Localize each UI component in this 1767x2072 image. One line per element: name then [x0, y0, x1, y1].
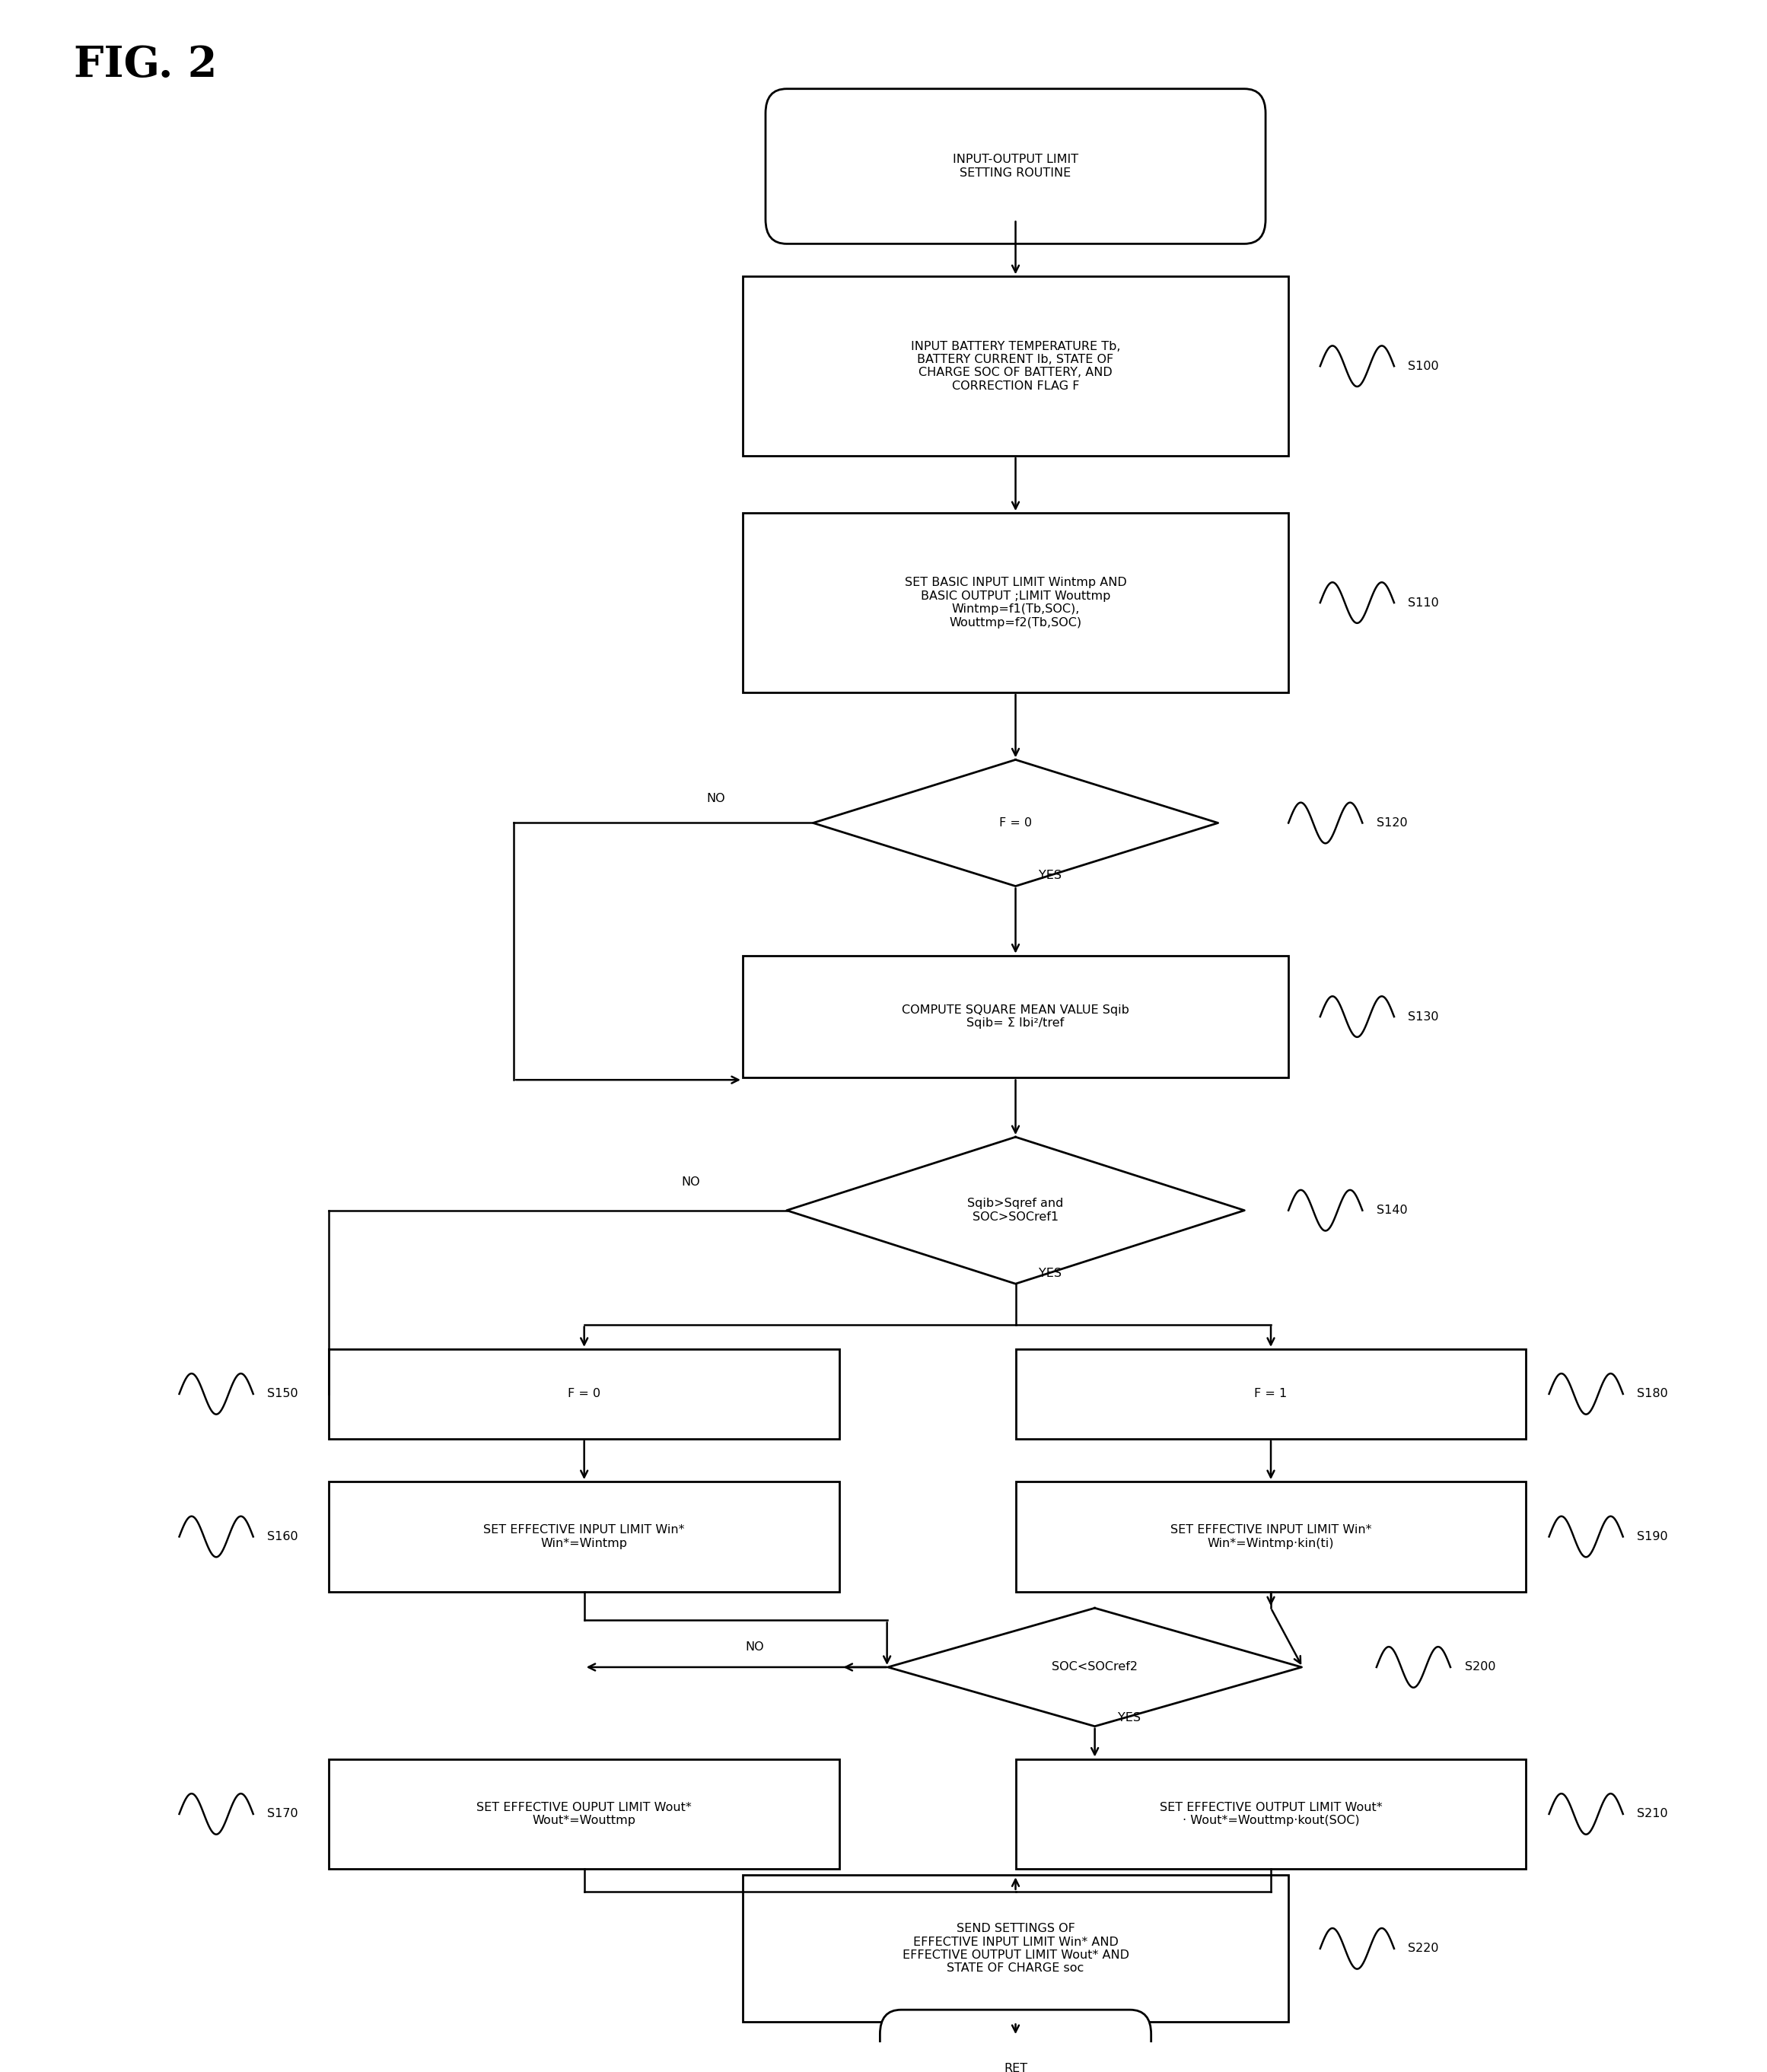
- Bar: [742, 276, 1288, 456]
- Text: YES: YES: [1039, 1268, 1062, 1278]
- Text: NO: NO: [682, 1177, 700, 1187]
- Text: SOC<SOCref2: SOC<SOCref2: [1051, 1662, 1138, 1672]
- Text: NO: NO: [707, 794, 724, 804]
- Bar: [742, 955, 1288, 1077]
- Text: FIG. 2: FIG. 2: [74, 44, 217, 85]
- Text: COMPUTE SQUARE MEAN VALUE Sqib
Sqib= Σ Ibi²/tref: COMPUTE SQUARE MEAN VALUE Sqib Sqib= Σ I…: [901, 1005, 1129, 1030]
- Text: INPUT BATTERY TEMPERATURE Tb,
BATTERY CURRENT Ib, STATE OF
CHARGE SOC OF BATTERY: INPUT BATTERY TEMPERATURE Tb, BATTERY CU…: [910, 340, 1120, 392]
- Text: SET EFFECTIVE OUTPUT LIMIT Wout*
· Wout*=Wouttmp·kout(SOC): SET EFFECTIVE OUTPUT LIMIT Wout* · Wout*…: [1159, 1803, 1382, 1825]
- Bar: [742, 1875, 1288, 2022]
- Text: SET BASIC INPUT LIMIT Wintmp AND
BASIC OUTPUT ;LIMIT Wouttmp
Wintmp=f1(Tb,SOC),
: SET BASIC INPUT LIMIT Wintmp AND BASIC O…: [905, 578, 1127, 628]
- Text: F = 0: F = 0: [567, 1388, 601, 1399]
- Text: S220: S220: [1408, 1944, 1438, 1954]
- FancyBboxPatch shape: [765, 89, 1265, 244]
- Polygon shape: [887, 1608, 1302, 1726]
- Text: S100: S100: [1408, 361, 1438, 371]
- Text: S120: S120: [1376, 816, 1407, 829]
- FancyBboxPatch shape: [880, 2010, 1150, 2072]
- Text: S200: S200: [1465, 1662, 1495, 1672]
- Bar: [329, 1481, 839, 1591]
- Text: RET: RET: [1004, 2064, 1027, 2072]
- Bar: [742, 514, 1288, 692]
- Bar: [1016, 1349, 1527, 1438]
- Text: YES: YES: [1039, 870, 1062, 881]
- Text: F = 0: F = 0: [998, 816, 1032, 829]
- Text: NO: NO: [746, 1641, 763, 1653]
- Polygon shape: [786, 1138, 1244, 1285]
- Text: S140: S140: [1376, 1204, 1407, 1216]
- Text: SET EFFECTIVE OUPUT LIMIT Wout*
Wout*=Wouttmp: SET EFFECTIVE OUPUT LIMIT Wout* Wout*=Wo…: [477, 1803, 691, 1825]
- Text: SEND SETTINGS OF
EFFECTIVE INPUT LIMIT Win* AND
EFFECTIVE OUTPUT LIMIT Wout* AND: SEND SETTINGS OF EFFECTIVE INPUT LIMIT W…: [903, 1923, 1129, 1975]
- Text: S110: S110: [1408, 597, 1438, 609]
- Text: S160: S160: [267, 1531, 299, 1542]
- Text: YES: YES: [1119, 1711, 1140, 1724]
- Text: INPUT-OUTPUT LIMIT
SETTING ROUTINE: INPUT-OUTPUT LIMIT SETTING ROUTINE: [952, 153, 1078, 178]
- Text: S150: S150: [267, 1388, 299, 1399]
- Bar: [1016, 1481, 1527, 1591]
- Text: S180: S180: [1636, 1388, 1668, 1399]
- Text: SET EFFECTIVE INPUT LIMIT Win*
Win*=Wintmp·kin(ti): SET EFFECTIVE INPUT LIMIT Win* Win*=Wint…: [1170, 1525, 1371, 1550]
- Bar: [329, 1759, 839, 1869]
- Text: S130: S130: [1408, 1011, 1438, 1021]
- Text: S210: S210: [1636, 1809, 1668, 1819]
- Bar: [1016, 1759, 1527, 1869]
- Text: F = 1: F = 1: [1255, 1388, 1288, 1399]
- Text: Sqib>Sqref and
SOC>SOCref1: Sqib>Sqref and SOC>SOCref1: [968, 1198, 1064, 1222]
- Text: S190: S190: [1636, 1531, 1668, 1542]
- Bar: [329, 1349, 839, 1438]
- Text: S170: S170: [267, 1809, 299, 1819]
- Text: SET EFFECTIVE INPUT LIMIT Win*
Win*=Wintmp: SET EFFECTIVE INPUT LIMIT Win* Win*=Wint…: [484, 1525, 686, 1550]
- Polygon shape: [813, 760, 1217, 887]
